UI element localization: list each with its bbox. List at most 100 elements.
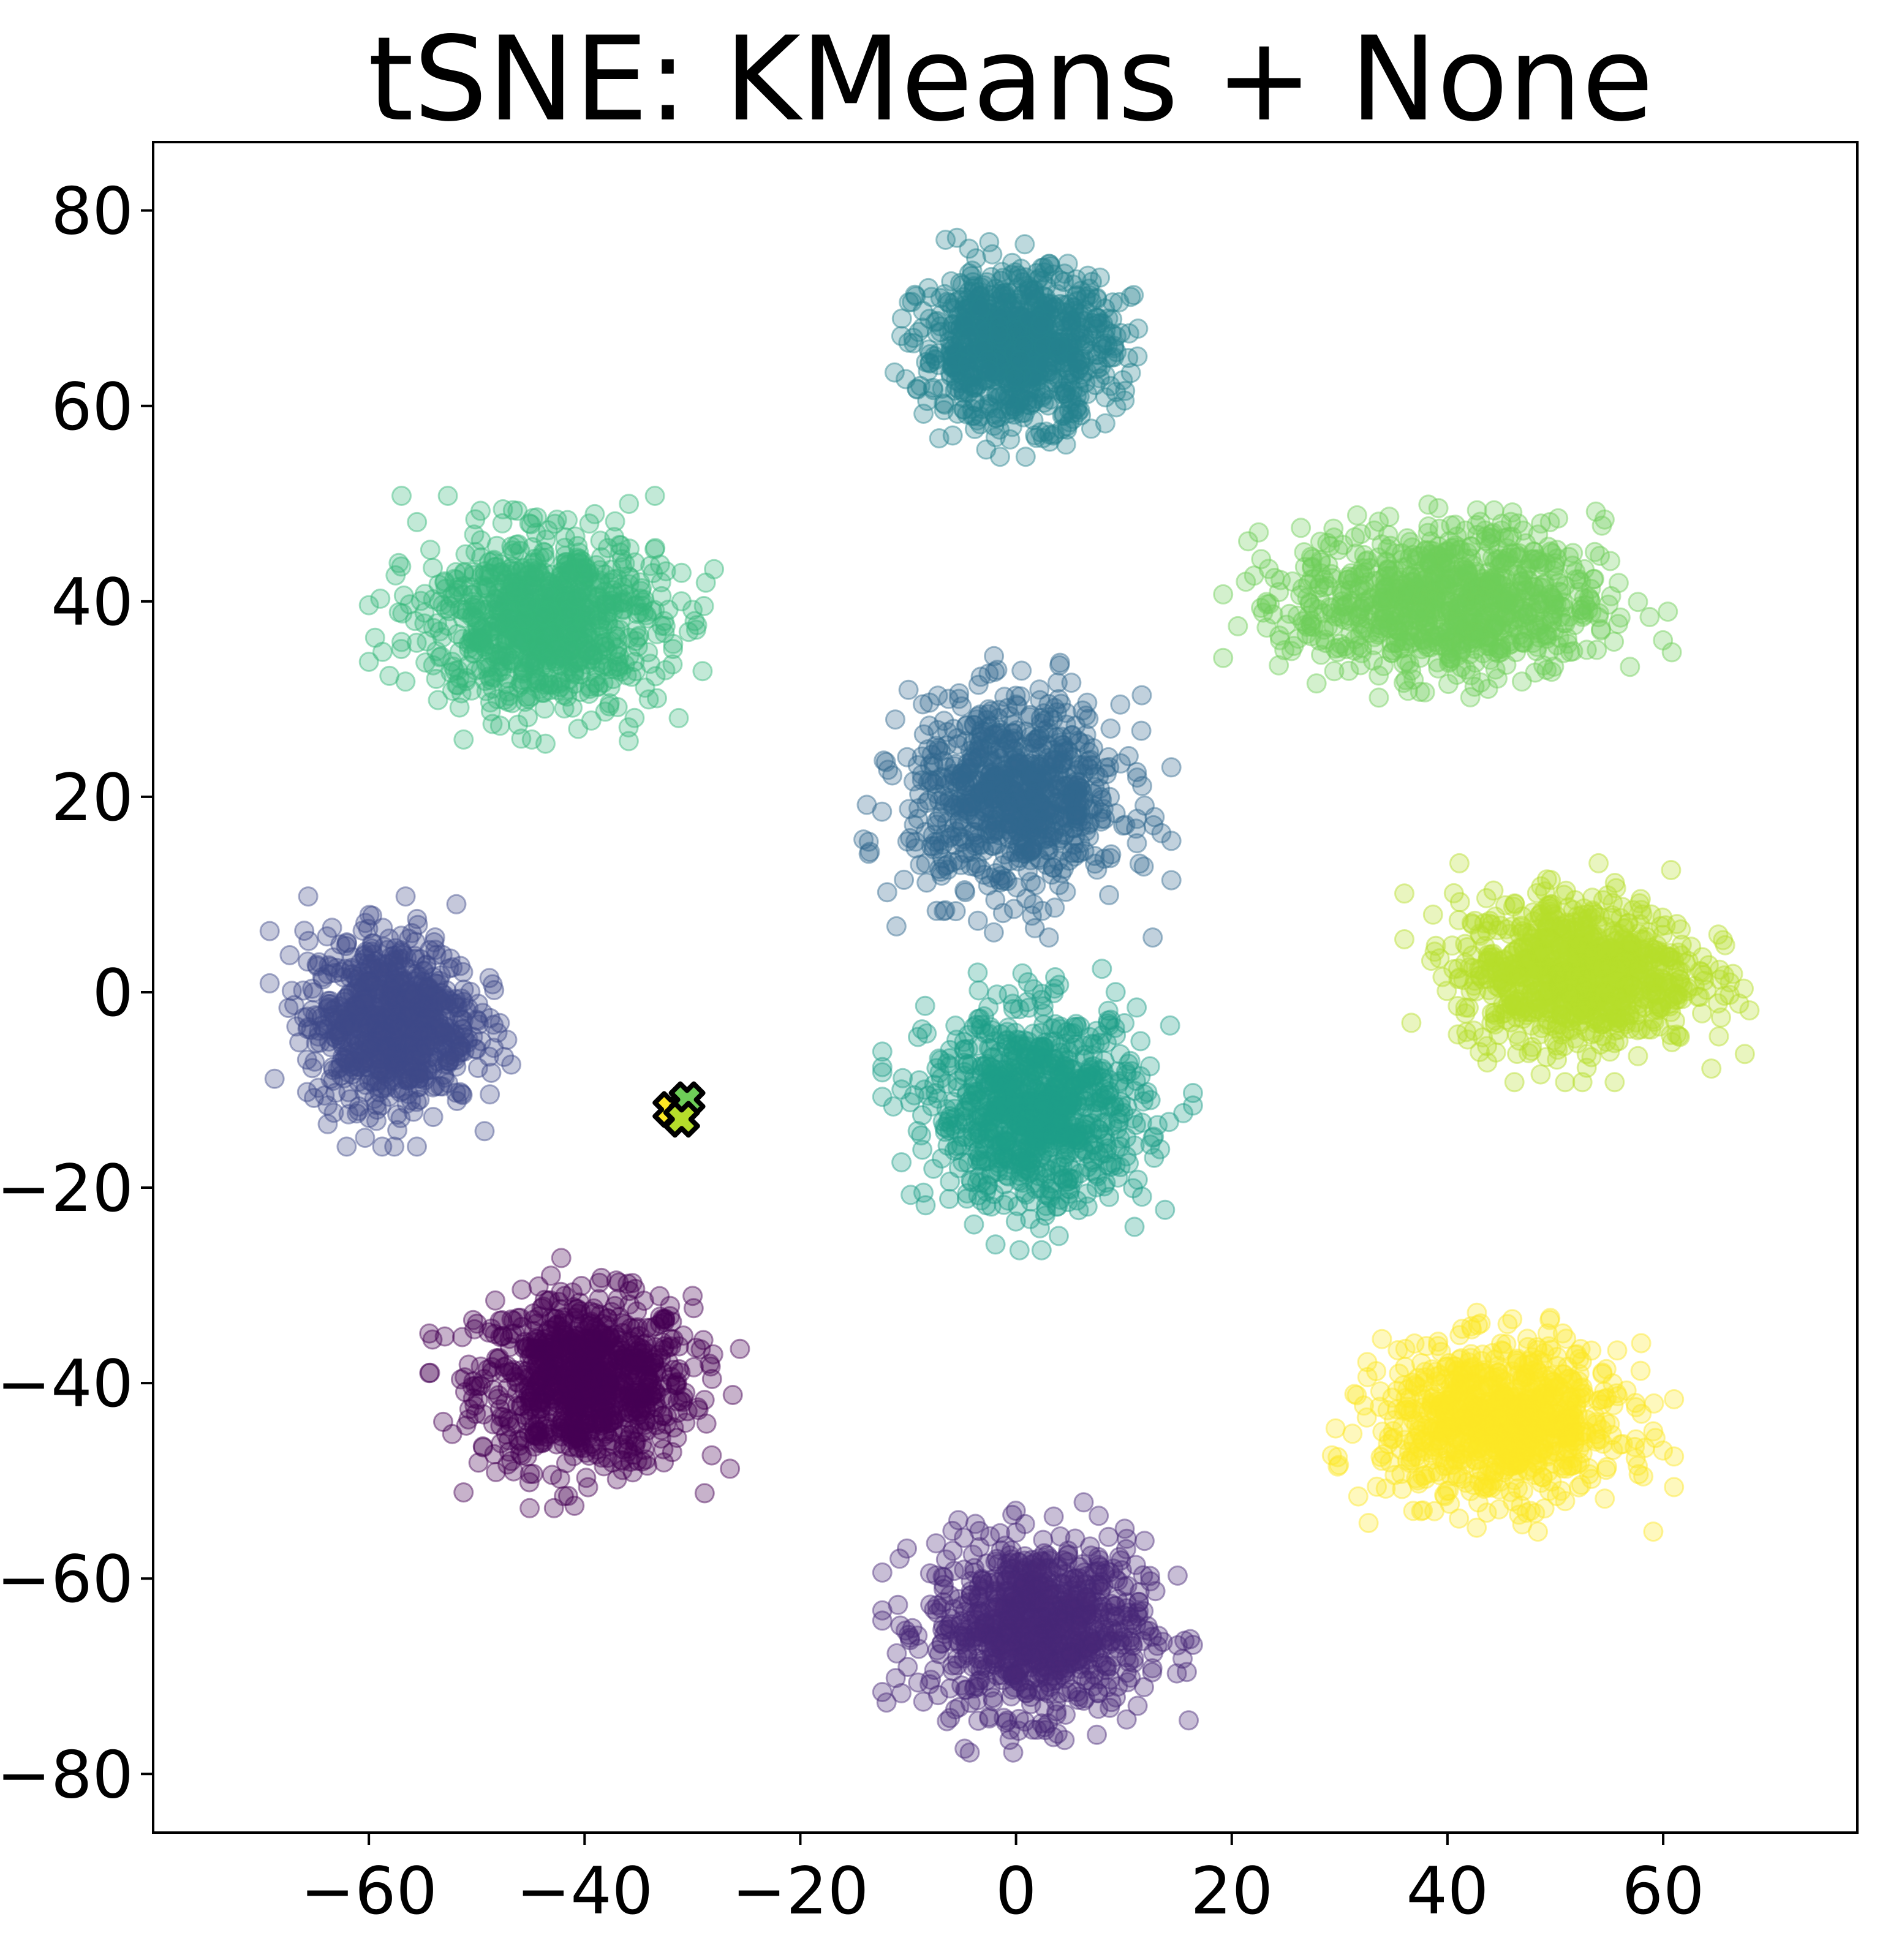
scatter-point	[513, 1404, 534, 1425]
scatter-point	[379, 1049, 400, 1069]
scatter-point	[1114, 1576, 1134, 1597]
scatter-point	[548, 1292, 569, 1312]
scatter-point	[593, 1336, 613, 1357]
scatter-point	[567, 1367, 587, 1387]
scatter-point	[597, 1390, 617, 1411]
scatter-point	[533, 1296, 554, 1317]
scatter-point	[547, 1393, 568, 1414]
scatter-point	[1101, 844, 1122, 865]
scatter-point	[985, 766, 1005, 786]
scatter-point	[361, 954, 382, 974]
scatter-point	[894, 869, 915, 890]
scatter-point	[491, 1406, 512, 1427]
scatter-point	[466, 1403, 486, 1424]
scatter-point	[553, 1313, 573, 1333]
scatter-point	[942, 1660, 963, 1681]
scatter-point	[625, 1278, 646, 1299]
scatter-point	[1085, 375, 1106, 396]
scatter-point	[588, 1361, 609, 1382]
scatter-point	[1076, 1587, 1097, 1608]
scatter-point	[533, 1340, 554, 1360]
scatter-point	[1033, 1529, 1054, 1550]
scatter-point	[570, 1409, 590, 1429]
scatter-point	[660, 1306, 681, 1327]
scatter-point	[297, 951, 318, 972]
scatter-point	[722, 1385, 743, 1405]
scatter-point	[1044, 768, 1065, 789]
scatter-point	[568, 1368, 589, 1389]
scatter-point	[630, 1402, 651, 1423]
scatter-point	[1000, 1719, 1021, 1740]
scatter-point	[592, 1351, 613, 1371]
scatter-point	[567, 1303, 588, 1324]
scatter-point	[1002, 252, 1022, 273]
scatter-point	[512, 1316, 532, 1337]
scatter-point	[1002, 993, 1023, 1014]
scatter-point	[948, 1510, 968, 1531]
scatter-point	[510, 1431, 530, 1452]
scatter-point	[540, 1290, 561, 1311]
scatter-point	[1106, 382, 1127, 402]
scatter-point	[450, 956, 471, 976]
scatter-point	[298, 930, 319, 951]
scatter-point	[481, 1063, 502, 1083]
scatter-point	[637, 1377, 658, 1398]
scatter-point	[577, 1393, 598, 1414]
scatter-point	[521, 1381, 542, 1402]
scatter-point	[586, 1324, 607, 1345]
scatter-point	[934, 284, 955, 304]
scatter-point	[622, 1382, 643, 1403]
scatter-point	[1048, 337, 1068, 358]
scatter-point	[985, 1234, 1006, 1255]
cluster-1-points	[872, 1492, 1203, 1763]
scatter-point	[1005, 759, 1025, 780]
scatter-point	[1079, 812, 1100, 833]
scatter-point	[682, 1286, 703, 1306]
scatter-point	[1068, 1689, 1089, 1710]
scatter-point	[482, 974, 503, 995]
scatter-point	[1087, 1724, 1107, 1745]
scatter-point	[1161, 870, 1182, 891]
scatter-point	[633, 1383, 654, 1404]
scatter-point	[564, 1396, 585, 1417]
scatter-point	[959, 238, 980, 259]
scatter-point	[279, 945, 300, 965]
scatter-point	[635, 1411, 656, 1431]
scatter-point	[646, 1383, 666, 1404]
scatter-point	[913, 1182, 934, 1203]
scatter-point	[610, 1335, 630, 1355]
scatter-point	[1074, 841, 1095, 861]
scatter-point	[663, 1359, 684, 1380]
scatter-point	[1122, 1633, 1142, 1654]
scatter-point	[540, 1265, 561, 1286]
scatter-point	[1100, 718, 1121, 739]
scatter-point	[969, 739, 990, 760]
scatter-point	[371, 1095, 391, 1116]
scatter-point	[591, 1267, 612, 1288]
scatter-point	[587, 1357, 608, 1378]
scatter-point	[694, 1390, 715, 1411]
scatter-point	[669, 1336, 689, 1357]
scatter-point	[580, 1355, 600, 1376]
scatter-point	[720, 1458, 741, 1479]
scatter-point	[340, 1016, 361, 1037]
scatter-point	[530, 1366, 551, 1387]
scatter-point	[553, 1411, 573, 1431]
scatter-point	[616, 1332, 636, 1353]
scatter-point	[931, 1634, 952, 1654]
scatter-point	[582, 1331, 602, 1352]
scatter-point	[481, 1357, 502, 1378]
scatter-point	[1002, 1504, 1023, 1525]
scatter-point	[559, 1427, 580, 1447]
scatter-point	[609, 1388, 630, 1409]
scatter-point	[542, 1346, 563, 1366]
scatter-point	[1010, 349, 1031, 370]
scatter-point	[419, 1323, 440, 1344]
scatter-point	[396, 948, 417, 968]
scatter-point	[566, 1325, 587, 1346]
scatter-point	[635, 1395, 655, 1415]
scatter-point	[581, 1369, 602, 1390]
scatter-point	[516, 1360, 537, 1381]
scatter-point	[527, 1329, 548, 1349]
